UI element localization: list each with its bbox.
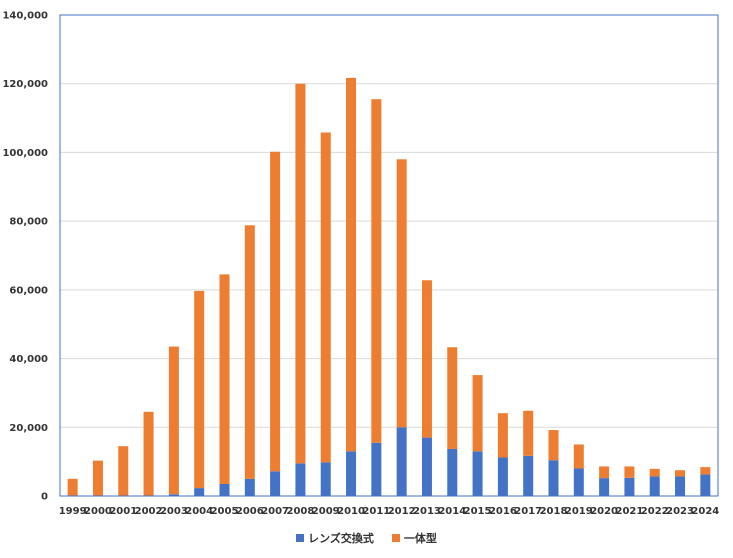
x-tick-label: 2017 [514, 506, 542, 517]
bar-segment-series-2 [421, 280, 432, 438]
bar-segment-series-1 [523, 455, 534, 496]
x-tick-label: 2020 [590, 506, 618, 517]
bar-segment-series-1 [295, 463, 306, 496]
bar-segment-series-2 [472, 375, 483, 452]
y-tick-label: 20,000 [9, 423, 48, 434]
x-tick-label: 2016 [489, 506, 517, 517]
bar-segment-series-1 [371, 442, 382, 496]
bar-segment-series-2 [244, 225, 255, 479]
x-tick-label: 2013 [413, 506, 441, 517]
bar-segment-series-1 [421, 437, 432, 496]
legend-swatch-series-2 [391, 534, 400, 542]
bar-segment-series-1 [497, 457, 508, 496]
bar-segment-series-1 [219, 483, 230, 496]
x-tick-label: 2011 [362, 506, 390, 517]
x-tick-label: 2000 [84, 506, 112, 517]
bar-segment-series-1 [675, 476, 686, 496]
bar-segment-series-2 [548, 430, 559, 461]
bar-segment-series-2 [700, 467, 711, 475]
x-tick-label: 2014 [438, 506, 466, 517]
bar-segment-series-2 [219, 274, 230, 484]
plot-area-border [59, 14, 719, 497]
x-tick-label: 2003 [160, 506, 188, 517]
bar-segment-series-1 [447, 448, 458, 496]
x-tick-label: 2001 [109, 506, 137, 517]
bar-segment-series-2 [270, 151, 281, 472]
x-tick-label: 2021 [616, 506, 644, 517]
bar-segment-series-2 [143, 411, 154, 496]
bar-segment-series-1 [700, 474, 711, 496]
legend-label-series-2: 一体型 [403, 532, 437, 545]
x-tick-label: 2008 [287, 506, 315, 517]
y-axis-tick-labels: 0 20,000 40,000 60,000 80,000 100,000 120,000 1… [2, 11, 48, 503]
x-tick-label: 2019 [565, 506, 593, 517]
x-tick-label: 2007 [261, 506, 289, 517]
bar-segment-series-2 [573, 444, 584, 469]
bar-segment-series-1 [346, 451, 357, 496]
legend-item-series-2: 一体型 [391, 530, 437, 546]
x-tick-label: 2023 [666, 506, 694, 517]
bar-segment-series-1 [599, 478, 610, 496]
bar-segment-series-2 [497, 413, 508, 458]
bar-segment-series-1 [396, 427, 407, 496]
x-tick-label: 2005 [211, 506, 239, 517]
bar-segment-series-2 [346, 77, 357, 452]
bar-segment-series-2 [396, 159, 407, 428]
bar-segment-series-1 [270, 471, 281, 496]
bar-segment-series-2 [523, 410, 534, 456]
gridlines [60, 14, 718, 497]
bar-segment-series-2 [624, 466, 635, 478]
bar-segment-series-2 [649, 468, 660, 477]
y-tick-label: 140,000 [2, 11, 48, 22]
y-tick-label: 40,000 [9, 354, 48, 365]
legend-label-series-1: レンズ交換式 [308, 532, 374, 545]
bar-segment-series-2 [295, 83, 306, 464]
y-tick-label: 100,000 [2, 148, 48, 159]
bar-segment-series-1 [573, 468, 584, 496]
bar-segment-series-1 [548, 460, 559, 496]
bar-segment-series-2 [320, 132, 331, 463]
bar-segment-series-1 [624, 477, 635, 496]
bar-segment-series-2 [168, 346, 179, 495]
x-tick-label: 2006 [236, 506, 264, 517]
bar-segment-series-2 [194, 290, 205, 489]
bar-segment-series-1 [194, 488, 205, 496]
bar-segment-series-2 [118, 446, 129, 496]
x-tick-label: 2010 [337, 506, 365, 517]
bar-segment-series-2 [67, 478, 78, 496]
x-axis-tick-labels: 1999200020012002200320042005200620072008… [59, 506, 720, 517]
legend-item-series-1: レンズ交換式 [296, 530, 374, 546]
bar-segment-series-1 [244, 478, 255, 496]
bar-segment-series-1 [320, 462, 331, 496]
bar-segment-series-2 [599, 466, 610, 479]
legend: レンズ交換式 一体型 [0, 530, 733, 546]
y-tick-label: 120,000 [2, 79, 48, 90]
x-tick-label: 2022 [641, 506, 669, 517]
x-tick-label: 1999 [59, 506, 87, 517]
x-tick-label: 2009 [312, 506, 340, 517]
bar-segment-series-2 [447, 347, 458, 449]
x-tick-label: 2002 [135, 506, 163, 517]
x-tick-label: 2004 [185, 506, 213, 517]
y-tick-label: 80,000 [9, 217, 48, 228]
bar-segment-series-2 [92, 460, 103, 496]
x-tick-label: 2012 [388, 506, 416, 517]
bar-segment-series-1 [168, 494, 179, 496]
x-tick-label: 2024 [691, 506, 719, 517]
bar-segment-series-1 [472, 451, 483, 496]
bar-segment-series-2 [371, 99, 382, 443]
x-tick-label: 2018 [540, 506, 568, 517]
y-tick-label: 0 [41, 492, 48, 503]
legend-swatch-series-1 [296, 534, 305, 542]
y-tick-label: 60,000 [9, 285, 48, 296]
bar-segment-series-1 [649, 476, 660, 496]
bars [67, 77, 711, 496]
x-tick-label: 2015 [464, 506, 492, 517]
bar-segment-series-2 [675, 470, 686, 477]
